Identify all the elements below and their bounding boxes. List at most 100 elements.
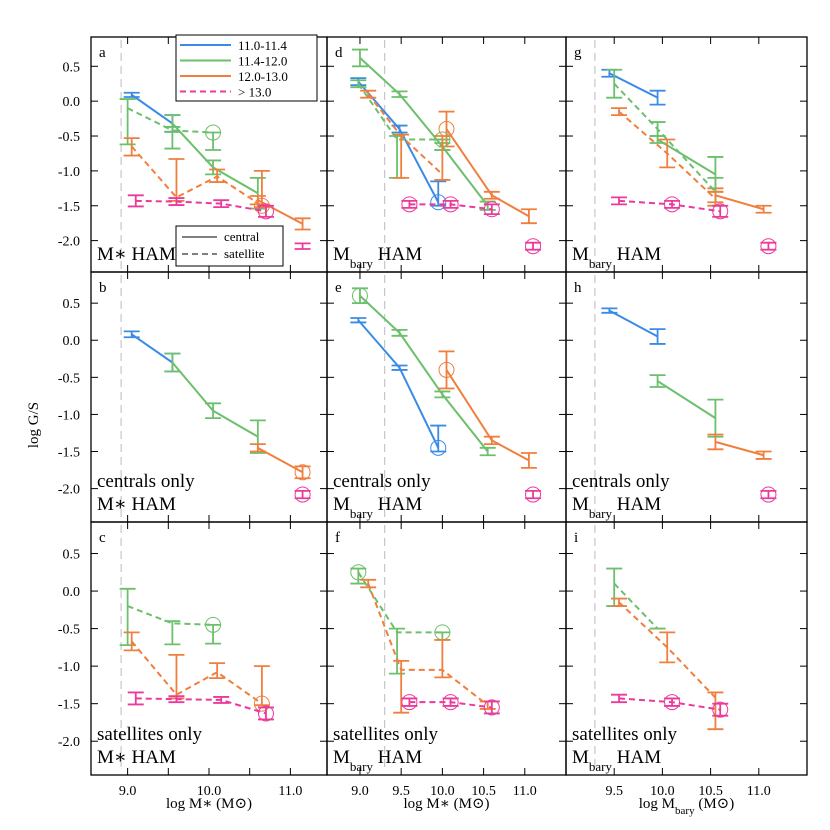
series	[611, 693, 729, 718]
label-subscript: bary	[350, 506, 374, 521]
series	[164, 352, 266, 454]
panel-letter: d	[335, 45, 343, 61]
x-axis-label: log Mbary (M⊙)	[639, 796, 734, 817]
series-line	[130, 145, 263, 207]
series-line	[618, 697, 721, 711]
panel-label: satellites only	[333, 724, 439, 745]
legend-style-box	[175, 225, 284, 267]
panels: 0.5 0.0 -0.5 -1.0 -1.5 -2.0 a M∗ HAM 0.5 0.0 -0.5 -…	[58, 36, 808, 799]
panel-label: Mbary HAM	[572, 244, 661, 271]
legend-label: 11.4-12.0	[238, 54, 287, 69]
panel-label: satellites only	[97, 724, 203, 745]
series	[525, 486, 542, 503]
label-part: M	[572, 747, 589, 768]
series-line	[608, 72, 659, 99]
series	[611, 597, 724, 731]
series	[164, 114, 266, 210]
series	[760, 238, 777, 255]
y-tick-label: -1.5	[58, 200, 80, 215]
y-tick-label: -1.0	[58, 408, 80, 423]
panel-a: 0.5 0.0 -0.5 -1.0 -1.5 -2.0 a M∗ HAM	[58, 36, 328, 273]
panel-label: Mbary HAM	[333, 244, 422, 271]
x-tick-label: 10.5	[471, 784, 496, 799]
point-marker	[294, 464, 311, 481]
y-tick-label: -0.5	[58, 371, 80, 386]
point-marker	[205, 616, 222, 633]
label-part: (M⊙)	[695, 796, 735, 812]
series-line	[657, 380, 716, 419]
series-line	[131, 94, 173, 125]
label-part: M	[572, 244, 589, 265]
series-line	[357, 571, 443, 634]
series	[350, 317, 447, 456]
x-axis-label: log M∗ (M⊙)	[166, 796, 252, 812]
panel-label: centrals only	[572, 471, 670, 492]
series-line	[657, 138, 716, 176]
y-tick-label: 0.5	[63, 297, 81, 312]
panel-f: 9.0 9.5 10.0 10.5 11.0 f satellites onlyMbary …	[326, 521, 567, 799]
point-marker	[257, 203, 274, 220]
point-marker	[350, 564, 367, 581]
panel-letter: i	[574, 530, 578, 546]
label-part: HAM	[612, 494, 661, 515]
label-subscript: bary	[350, 759, 374, 774]
point-marker	[760, 486, 777, 503]
series	[351, 48, 496, 211]
series	[127, 194, 274, 220]
legend-label: 11.0-11.4	[238, 38, 287, 53]
point-marker	[525, 486, 542, 503]
label-part: M	[572, 494, 589, 515]
y-tick-label: 0.5	[63, 548, 81, 563]
series	[601, 68, 666, 106]
series	[606, 567, 666, 630]
legend-style-label: central	[224, 229, 260, 244]
x-tick-label: 9.0	[119, 784, 137, 799]
series	[611, 107, 724, 207]
panel-label: M∗ HAM	[97, 494, 176, 515]
series	[119, 98, 222, 151]
panel-letter: e	[335, 280, 342, 296]
series-line	[357, 319, 440, 449]
y-tick-label: -2.0	[58, 235, 80, 250]
series	[438, 110, 537, 225]
x-axis-labels: log M∗ (M⊙) log M∗ (M⊙) log Mbary (M⊙)	[166, 796, 734, 817]
panel-label: satellites only	[572, 724, 678, 745]
panel-g: g Mbary HAM	[565, 36, 808, 273]
series-line	[135, 697, 267, 715]
label-part: HAM	[373, 747, 422, 768]
point-marker	[664, 694, 681, 711]
series-line	[715, 440, 764, 457]
series-line	[130, 640, 263, 705]
series	[611, 196, 729, 220]
point-marker	[401, 694, 418, 711]
series-line	[127, 107, 214, 134]
label-subscript: bary	[589, 506, 613, 521]
panel-label: centrals only	[97, 471, 195, 492]
panel-letter: f	[335, 530, 340, 546]
panel-frame	[565, 521, 808, 776]
label-part: M	[333, 747, 350, 768]
x-tick-label: 9.5	[392, 784, 410, 799]
label-subscript: bary	[589, 759, 613, 774]
panel-c: 0.5 0.0 -0.5 -1.0 -1.5 -2.0 9.0 10.0 11.0 c satell…	[58, 521, 328, 799]
panel-d: d Mbary HAM	[326, 36, 567, 273]
series	[351, 287, 496, 457]
panel-letter: b	[99, 280, 107, 296]
series-line	[608, 309, 659, 338]
series	[707, 433, 772, 460]
point-marker	[442, 694, 459, 711]
series	[350, 564, 451, 675]
panel-label: Mbary HAM	[572, 747, 661, 774]
point-marker	[442, 196, 459, 213]
series	[601, 307, 666, 345]
point-marker	[257, 705, 274, 722]
point-marker	[525, 238, 542, 255]
y-tick-label: 0.0	[63, 95, 81, 110]
series-line	[359, 57, 489, 207]
point-marker	[430, 194, 447, 211]
label-subscript: bary	[589, 256, 613, 271]
panel-label: M∗ HAM	[97, 747, 176, 768]
label-part: HAM	[612, 244, 661, 265]
